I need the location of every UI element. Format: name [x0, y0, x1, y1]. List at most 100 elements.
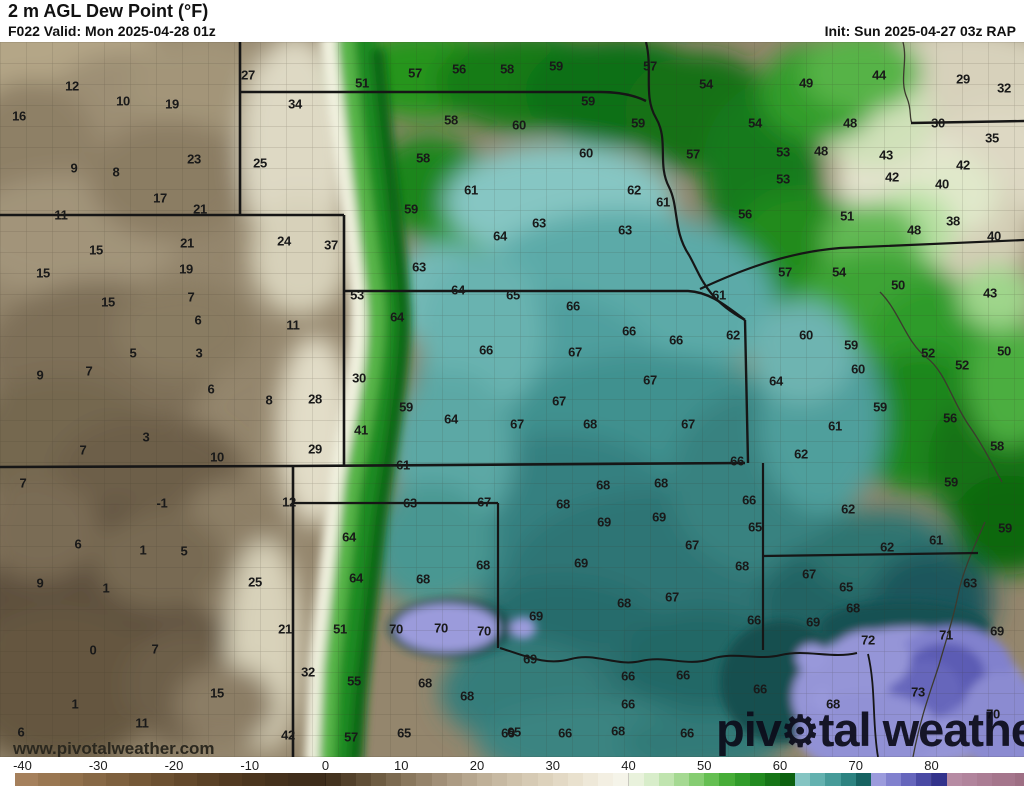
station-value: 68 — [654, 475, 668, 491]
station-value: 49 — [799, 75, 813, 91]
station-value: 23 — [187, 151, 201, 167]
colorbar-segment — [764, 773, 781, 786]
station-value: 66 — [566, 298, 580, 314]
colorbar-segment — [492, 773, 509, 786]
station-value: 66 — [479, 342, 493, 358]
colorbar-segment — [340, 773, 357, 786]
station-value: 15 — [89, 242, 103, 258]
map-canvas[interactable]: 16 12 10 19 27 9 8 23 17 21 11 15 21 19 15 34 51 57 56 58 58… — [0, 42, 1024, 757]
station-value: 9 — [36, 575, 44, 591]
station-value: 68 — [556, 496, 570, 512]
station-value: 63 — [403, 495, 417, 511]
station-value: 62 — [726, 327, 740, 343]
colorbar-segment — [83, 773, 107, 786]
station-value: 59 — [998, 520, 1012, 536]
colorbar-segment — [961, 773, 978, 786]
station-value: 1 — [139, 542, 147, 558]
station-value: 67 — [685, 537, 699, 553]
colorbar-segment — [795, 773, 812, 786]
colorbar-segment — [916, 773, 933, 786]
station-value: 69 — [990, 623, 1004, 639]
station-value: 65 — [507, 724, 521, 740]
station-value: 40 — [987, 228, 1001, 244]
station-value: 34 — [288, 96, 302, 112]
station-value: 52 — [955, 357, 969, 373]
station-value: 66 — [742, 492, 756, 508]
station-value: 42 — [281, 727, 295, 743]
colorbar-segment — [287, 773, 312, 786]
colorbar-tick-label: -40 — [13, 758, 32, 773]
gear-icon: ⚙ — [780, 708, 820, 756]
station-value: 19 — [179, 261, 193, 277]
colorbar-segment — [128, 773, 153, 786]
station-value: 30 — [931, 115, 945, 131]
station-value: 68 — [583, 416, 597, 432]
station-value: 51 — [333, 621, 347, 637]
station-value: 68 — [846, 600, 860, 616]
colorbar-segment — [151, 773, 175, 786]
colorbar-segment — [825, 773, 842, 786]
station-value: 6 — [74, 536, 82, 552]
colorbar-segment — [174, 773, 198, 786]
station-value: 66 — [621, 668, 635, 684]
station-value: 66 — [558, 725, 572, 741]
station-value: 59 — [631, 115, 645, 131]
colorbar-segment — [37, 773, 62, 786]
station-value: 67 — [552, 393, 566, 409]
station-value: 30 — [352, 370, 366, 386]
station-value: 3 — [142, 429, 150, 445]
station-value: 25 — [253, 155, 267, 171]
station-value: 42 — [956, 157, 970, 173]
station-value: 60 — [851, 361, 865, 377]
station-value: 11 — [286, 317, 300, 333]
station-value: 67 — [802, 566, 816, 582]
station-value: 11 — [54, 207, 68, 223]
colorbar-tick-label: 30 — [545, 758, 560, 773]
page-title: 2 m AGL Dew Point (°F) — [8, 1, 209, 21]
station-value: 50 — [891, 277, 905, 293]
station-value: 68 — [611, 723, 625, 739]
colorbar-segment — [386, 773, 403, 786]
colorbar-segment — [196, 773, 221, 786]
station-value: 68 — [617, 595, 631, 611]
station-value: 67 — [510, 416, 524, 432]
station-value: 60 — [799, 327, 813, 343]
station-value: 65 — [748, 519, 762, 535]
station-value: 66 — [680, 725, 694, 741]
colorbar-segment — [840, 773, 857, 786]
station-value: 5 — [180, 543, 188, 559]
station-value: 64 — [349, 570, 363, 586]
station-value: 61 — [929, 532, 943, 548]
station-value: 11 — [135, 715, 149, 731]
station-value: 64 — [342, 529, 356, 545]
colorbar-tick-label: 60 — [772, 758, 788, 773]
colorbar-segment — [673, 773, 691, 786]
colorbar-segment — [105, 773, 130, 786]
station-value: 53 — [776, 144, 790, 160]
station-value: 54 — [699, 76, 713, 92]
station-value: 73 — [911, 684, 925, 700]
colorbar-tick-label: -10 — [240, 758, 260, 773]
colorbar-segment — [446, 773, 463, 786]
station-value: 9 — [70, 160, 78, 176]
colorbar-segment — [522, 773, 539, 786]
station-value: 21 — [193, 201, 207, 217]
station-value: 65 — [506, 287, 520, 303]
station-value: 48 — [814, 143, 828, 159]
station-value: 60 — [512, 117, 526, 133]
colorbar-segment — [507, 773, 524, 786]
colorbar-segment — [242, 773, 266, 786]
station-value: 67 — [477, 494, 491, 510]
station-value: 42 — [885, 169, 899, 185]
colorbar-segment — [310, 773, 327, 786]
station-value: 58 — [416, 150, 430, 166]
colorbar-segment — [976, 773, 994, 786]
colorbar-segment — [14, 773, 39, 786]
station-value: 69 — [501, 725, 515, 741]
colorbar-segment — [567, 773, 585, 786]
station-value: 32 — [997, 80, 1011, 96]
station-value: 51 — [840, 208, 854, 224]
station-value: 64 — [451, 282, 465, 298]
colorbar-strip — [13, 773, 1024, 786]
station-value: 64 — [493, 228, 507, 244]
